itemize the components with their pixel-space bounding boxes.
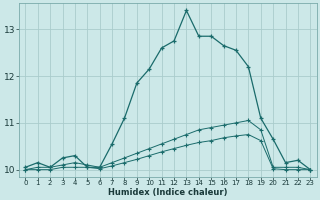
X-axis label: Humidex (Indice chaleur): Humidex (Indice chaleur) xyxy=(108,188,228,197)
